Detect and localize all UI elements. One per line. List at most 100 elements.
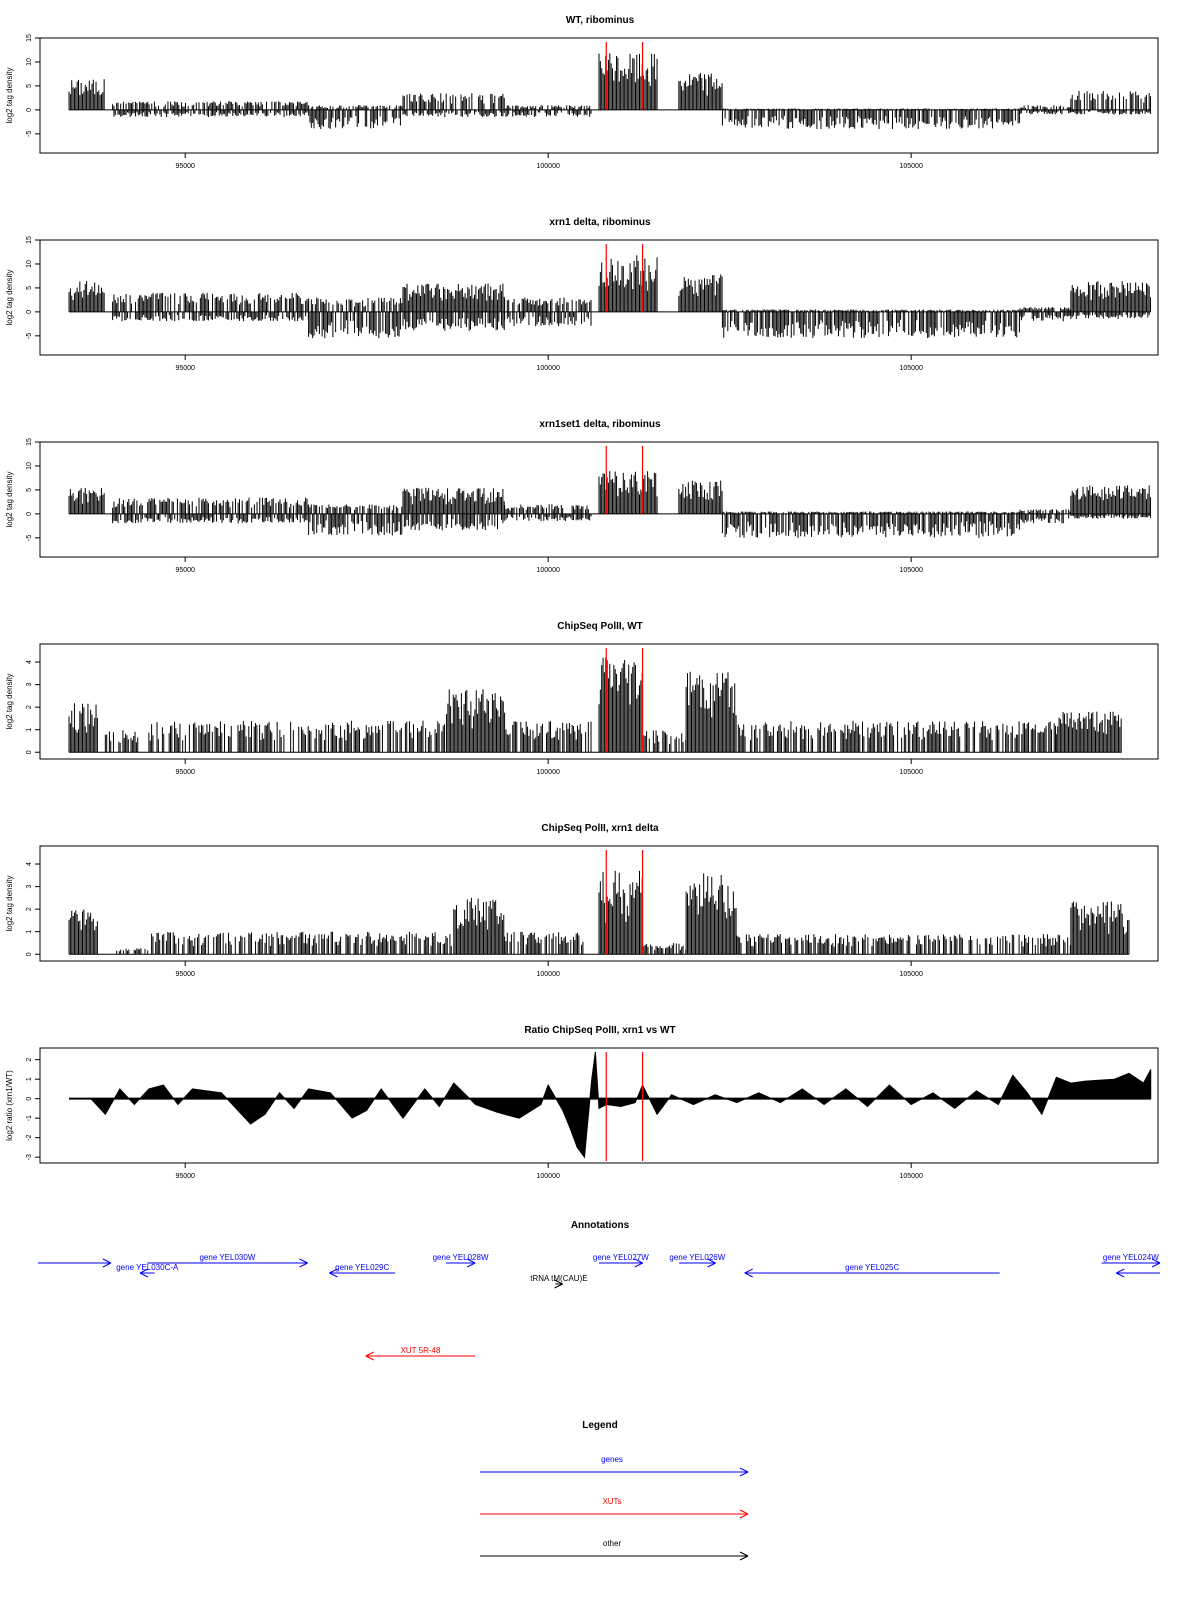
y-tick-label: 0 bbox=[26, 108, 33, 112]
annotation-label: gene YEL027W bbox=[593, 1253, 649, 1262]
plot-frame bbox=[39, 441, 1159, 558]
annotation-arrow-head bbox=[1151, 1258, 1161, 1264]
annotation-arrow-head bbox=[554, 1283, 563, 1289]
plot-frame bbox=[39, 239, 1159, 356]
y-tick-label: 4 bbox=[26, 660, 33, 664]
y-axis-label: log2 ratio (xrn1/WT) bbox=[5, 1070, 14, 1141]
y-tick-label: -5 bbox=[26, 333, 33, 339]
y-axis-label: log2 tag density bbox=[5, 269, 14, 325]
y-tick-label: 15 bbox=[26, 34, 33, 42]
y-tick-label: -1 bbox=[26, 1115, 33, 1121]
x-tick-label: 95000 bbox=[175, 1173, 195, 1180]
x-tick-label: 105000 bbox=[899, 971, 922, 978]
annotation-arrow-head bbox=[139, 1272, 149, 1278]
x-tick-label: 95000 bbox=[175, 769, 195, 776]
x-tick-label: 95000 bbox=[175, 163, 195, 170]
annotation-label: gene YEL028W bbox=[433, 1253, 489, 1262]
annotation-arrow-head bbox=[1151, 1262, 1161, 1268]
y-tick-label: 1 bbox=[26, 728, 33, 732]
annotation-arrow-head bbox=[102, 1262, 112, 1268]
y-tick-label: 0 bbox=[26, 310, 33, 314]
y-tick-label: 5 bbox=[26, 84, 33, 88]
annotation-label: gene YEL026W bbox=[669, 1253, 725, 1262]
annotation-label: gene YEL030W bbox=[199, 1253, 255, 1262]
x-tick-label: 100000 bbox=[537, 163, 560, 170]
x-tick-label: 100000 bbox=[537, 1173, 560, 1180]
annotation-label: gene YEL024W bbox=[1103, 1253, 1159, 1262]
annotation-arrow-head bbox=[744, 1268, 753, 1274]
annotation-label: gene YEL025C bbox=[845, 1263, 899, 1272]
annotation-arrow-head bbox=[466, 1262, 476, 1268]
y-axis-label: log2 tag density bbox=[5, 673, 14, 729]
panel-title: ChipSeq PolII, xrn1 delta bbox=[541, 823, 659, 834]
legend-arrow-head bbox=[739, 1471, 749, 1477]
legend-arrow-head bbox=[739, 1513, 749, 1519]
x-tick-label: 105000 bbox=[899, 1173, 922, 1180]
x-tick-label: 105000 bbox=[899, 163, 922, 170]
plot-frame bbox=[39, 1047, 1159, 1164]
plot-frame bbox=[39, 845, 1159, 962]
y-axis-label: log2 tag density bbox=[5, 471, 14, 527]
y-tick-label: 0 bbox=[26, 1097, 33, 1101]
y-tick-label: 5 bbox=[26, 286, 33, 290]
annotation-label: gene YEL030C-A bbox=[116, 1263, 179, 1272]
y-axis-label: log2 tag density bbox=[5, 875, 14, 931]
x-tick-label: 105000 bbox=[899, 365, 922, 372]
x-tick-label: 105000 bbox=[899, 567, 922, 574]
y-tick-label: -5 bbox=[26, 535, 33, 541]
plot-frame bbox=[39, 37, 1159, 154]
legend-arrow-head bbox=[739, 1509, 749, 1515]
annotation-arrow-head bbox=[634, 1262, 643, 1268]
annotation-arrow-head bbox=[1116, 1268, 1125, 1274]
legend-arrow-head bbox=[739, 1555, 749, 1561]
panel-title: ChipSeq PolII, WT bbox=[557, 621, 643, 632]
annotation-label: gene YEL029C bbox=[335, 1263, 389, 1272]
annotation-arrow-head bbox=[707, 1262, 716, 1268]
panel-title: xrn1 delta, ribominus bbox=[549, 217, 651, 228]
y-tick-label: -3 bbox=[26, 1154, 33, 1160]
y-tick-label: 3 bbox=[26, 683, 33, 687]
legend-label: genes bbox=[601, 1455, 623, 1464]
legend-label: other bbox=[603, 1539, 622, 1548]
x-tick-label: 95000 bbox=[175, 567, 195, 574]
y-tick-label: 1 bbox=[26, 930, 33, 934]
y-tick-label: 10 bbox=[26, 462, 33, 470]
panel-title: Ratio ChipSeq PolII, xrn1 vs WT bbox=[524, 1025, 675, 1036]
panel-title: xrn1set1 delta, ribominus bbox=[539, 419, 661, 430]
x-tick-label: 100000 bbox=[537, 769, 560, 776]
annotation-arrow-head bbox=[744, 1272, 753, 1278]
x-tick-label: 100000 bbox=[537, 971, 560, 978]
x-tick-label: 95000 bbox=[175, 971, 195, 978]
annotation-label: XUT 5R-48 bbox=[401, 1346, 441, 1355]
y-tick-label: 15 bbox=[26, 438, 33, 446]
y-tick-label: -2 bbox=[26, 1134, 33, 1140]
y-tick-label: 2 bbox=[26, 705, 33, 709]
ratio-area bbox=[69, 1051, 1152, 1159]
annotation-arrow-head bbox=[1116, 1272, 1125, 1278]
x-tick-label: 105000 bbox=[899, 769, 922, 776]
annotations-title: Annotations bbox=[571, 1220, 630, 1231]
annotation-arrow-head bbox=[365, 1351, 375, 1357]
x-tick-label: 100000 bbox=[537, 365, 560, 372]
panel-title: WT, ribominus bbox=[566, 15, 635, 26]
annotation-arrow-head bbox=[707, 1258, 716, 1264]
plot-frame bbox=[39, 643, 1159, 760]
y-tick-label: -5 bbox=[26, 131, 33, 137]
y-tick-label: 1 bbox=[26, 1077, 33, 1081]
y-tick-label: 5 bbox=[26, 488, 33, 492]
annotation-arrow-head bbox=[554, 1279, 563, 1285]
legend-label: XUTs bbox=[602, 1497, 621, 1506]
y-tick-label: 10 bbox=[26, 58, 33, 66]
x-tick-label: 95000 bbox=[175, 365, 195, 372]
y-tick-label: 2 bbox=[26, 907, 33, 911]
y-tick-label: 10 bbox=[26, 260, 33, 268]
annotation-arrow-head bbox=[466, 1258, 476, 1264]
annotation-arrow-head bbox=[329, 1272, 338, 1278]
legend-arrow-head bbox=[739, 1551, 749, 1557]
annotation-arrow-head bbox=[634, 1258, 643, 1264]
legend-title: Legend bbox=[582, 1420, 618, 1431]
legend-arrow-head bbox=[739, 1467, 749, 1473]
y-axis-label: log2 tag density bbox=[5, 67, 14, 123]
